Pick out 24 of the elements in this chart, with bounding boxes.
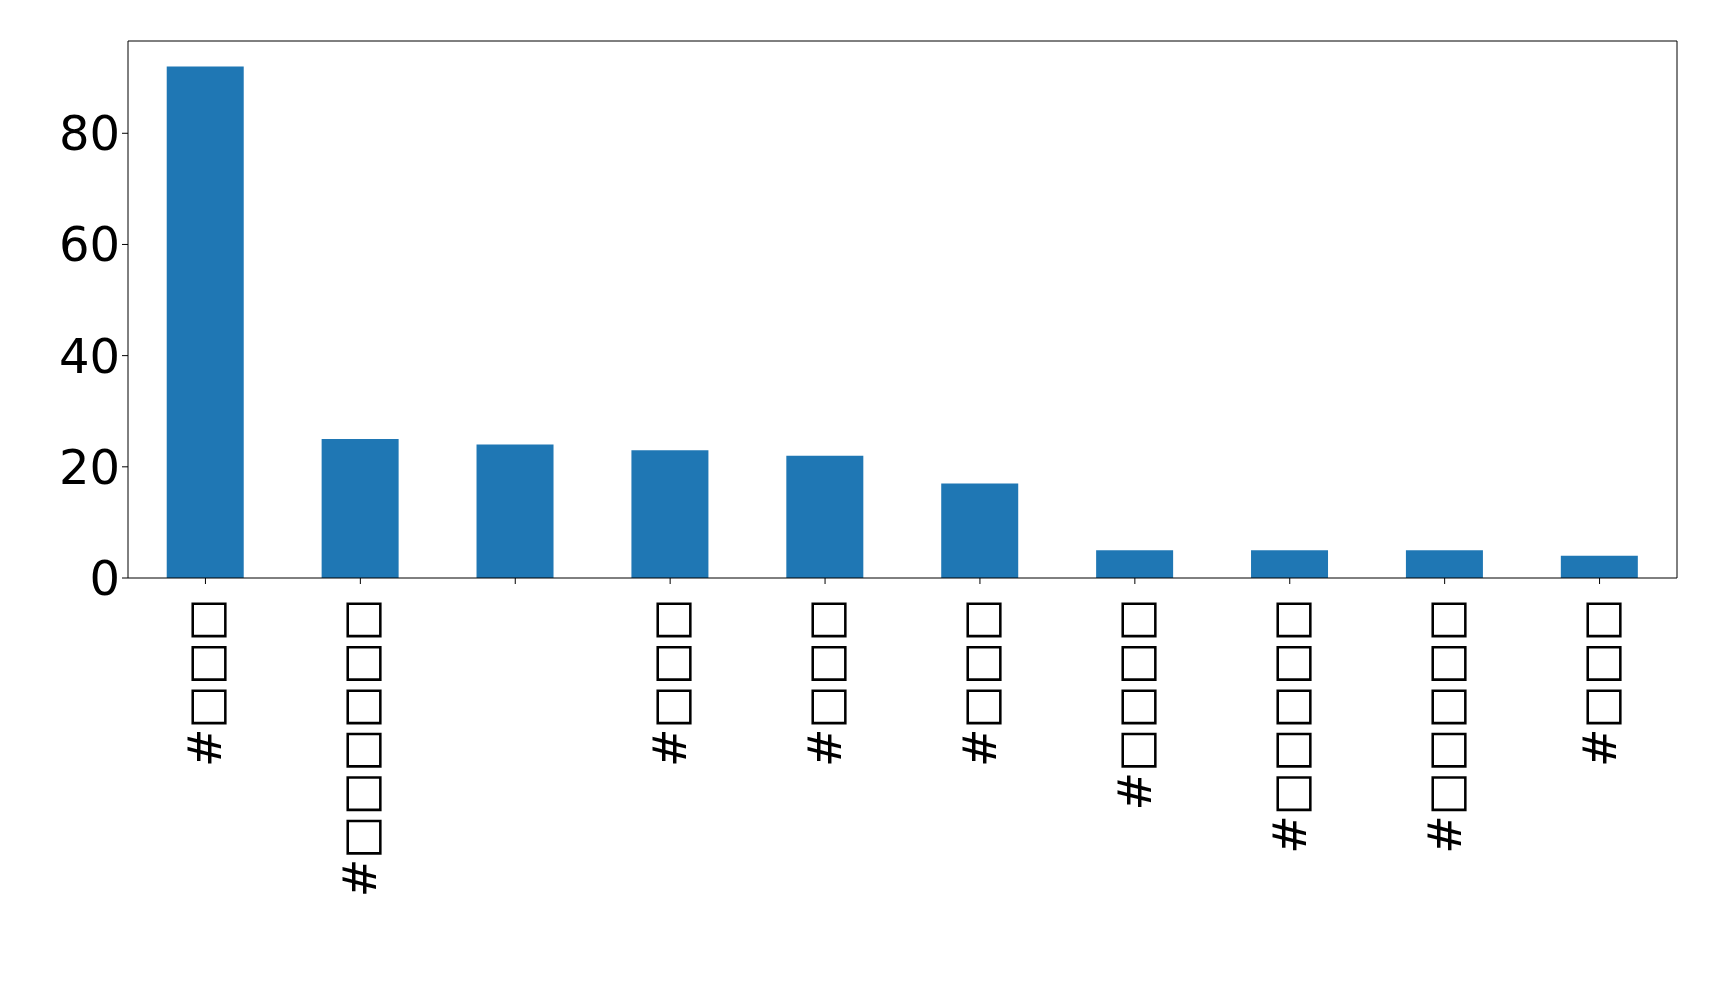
x-tick-label: #□□□ (798, 598, 853, 767)
x-tick-label: #□□□□□□ (333, 598, 388, 898)
x-tick-label: #□□□ (643, 598, 698, 767)
bar (1251, 550, 1329, 578)
x-tick-label: #□□□□□ (1417, 598, 1472, 854)
bar (1096, 550, 1174, 578)
y-tick-label: 40 (58, 327, 120, 384)
bar (1405, 550, 1483, 578)
y-tick-label: 80 (58, 105, 120, 162)
y-tick-label: 20 (58, 438, 120, 495)
x-tick-label: #□□□□ (1107, 598, 1162, 811)
bar (166, 66, 244, 578)
x-tick-label: #□□□ (178, 598, 233, 767)
y-tick-label: 0 (89, 550, 120, 607)
x-tick-label: #□□□□□ (1262, 598, 1317, 854)
bar (1560, 555, 1638, 578)
y-tick-label: 60 (58, 216, 120, 273)
bar (941, 483, 1019, 578)
bar (321, 439, 399, 578)
x-tick-label: #□□□ (952, 598, 1007, 767)
bar (631, 450, 709, 578)
bar (786, 455, 864, 578)
x-tick-label: #□□□ (1572, 598, 1627, 767)
bar (476, 444, 554, 578)
